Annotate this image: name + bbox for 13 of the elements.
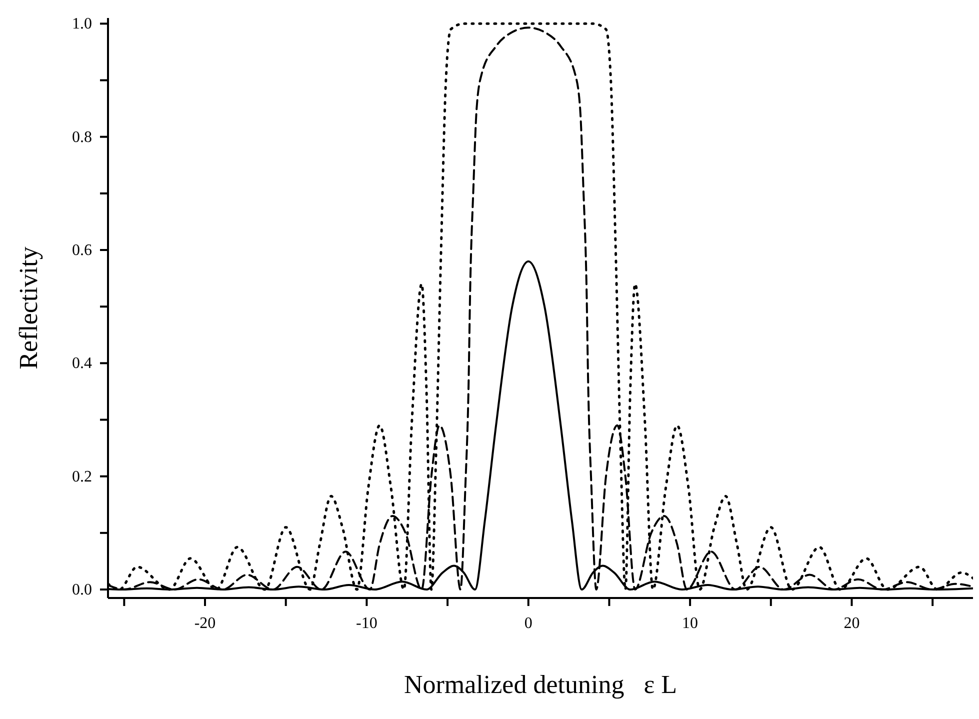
x-tick-label: 20 xyxy=(844,615,860,632)
y-tick-label: 0.8 xyxy=(72,128,92,146)
x-tick-label: -10 xyxy=(356,615,378,632)
x-tick-label: 10 xyxy=(682,615,698,632)
y-tick-label: 0.6 xyxy=(72,242,92,259)
y-axis-title: Reflectivity xyxy=(14,246,44,370)
y-tick-label: 0.2 xyxy=(72,468,92,486)
y-tick-label: 0.4 xyxy=(72,355,92,372)
x-tick-label: -20 xyxy=(194,615,216,632)
x-tick-label: 0 xyxy=(524,615,532,632)
x-axis-title: Normalized detuning ε L xyxy=(404,670,678,699)
y-tick-label: 0.0 xyxy=(72,582,92,599)
y-tick-label: 1.0 xyxy=(72,16,92,33)
